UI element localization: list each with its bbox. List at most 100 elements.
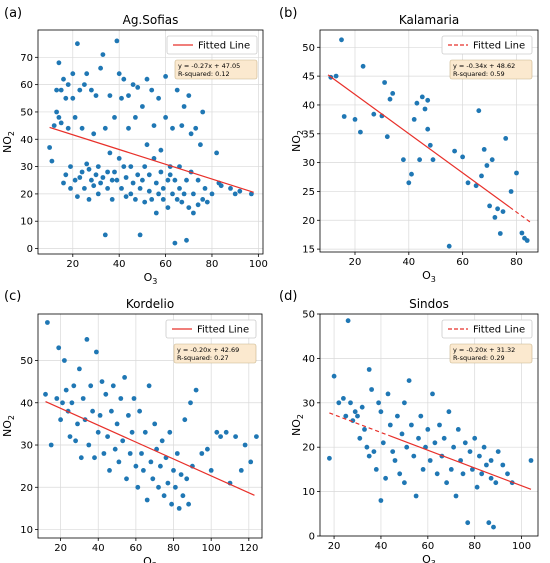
fitted-line-segment (327, 74, 511, 208)
data-point (125, 413, 131, 418)
data-point (54, 87, 59, 93)
data-point (214, 150, 220, 156)
data-point (54, 109, 59, 115)
x-axis: 20 40 60 80 100 (328, 536, 531, 552)
panel-label: (a) (4, 6, 22, 21)
data-point (383, 475, 388, 481)
data-point (360, 63, 366, 69)
y-tick-label: 35 (302, 129, 315, 140)
x-tick-label: 60 (130, 543, 143, 554)
data-point (345, 318, 351, 324)
data-point (139, 451, 144, 456)
data-point (333, 73, 339, 79)
data-point (409, 171, 414, 177)
x-axis-label: O3 (143, 555, 157, 563)
data-point (54, 396, 60, 401)
data-point (118, 396, 124, 401)
y-tick-label: 0 (27, 244, 33, 255)
data-point (358, 129, 363, 135)
data-point (77, 175, 83, 180)
data-point (148, 459, 154, 465)
data-point (84, 337, 90, 342)
data-point (56, 345, 62, 351)
data-point (178, 472, 184, 477)
data-point (497, 231, 503, 236)
data-point (105, 186, 110, 191)
y-tick-label: 50 (20, 107, 33, 118)
fitted-line (45, 400, 255, 496)
x-tick-label: 40 (375, 541, 388, 552)
data-point (355, 413, 360, 419)
x-axis-label-sub: 3 (152, 277, 157, 286)
data-point (352, 409, 358, 415)
x-tick-label: 20 (349, 257, 362, 268)
data-point (174, 451, 180, 456)
data-point (382, 80, 387, 85)
legend: Fitted Line (166, 35, 258, 55)
data-point (133, 197, 138, 202)
data-point (441, 435, 447, 441)
data-point (82, 82, 87, 87)
data-point (376, 400, 381, 406)
data-point (48, 442, 54, 448)
data-point (99, 379, 105, 384)
data-point (45, 320, 50, 325)
data-point (174, 197, 180, 202)
data-point (484, 163, 490, 168)
data-point (460, 471, 466, 477)
data-point (135, 172, 141, 178)
data-point (47, 145, 52, 150)
y-tick-label: 50 (20, 356, 33, 367)
y-tick-label: 0 (309, 532, 315, 543)
data-point (128, 191, 134, 197)
data-point (165, 205, 171, 211)
data-point (61, 180, 66, 186)
data-point (195, 202, 201, 208)
data-point (146, 172, 152, 178)
data-point (238, 468, 244, 473)
y-tick-label: 50 (302, 43, 315, 54)
fit-stats: y = -0.27x + 47.05R-squared: 0.12 (174, 59, 258, 80)
fit-stats-box (449, 343, 533, 364)
y-axis-label-sub: 2 (7, 131, 16, 136)
data-point (68, 164, 73, 170)
y-axis-label: NO2 (290, 130, 305, 152)
data-point (208, 468, 214, 473)
x-axis: 20 40 60 80 100 (66, 254, 268, 270)
data-point (414, 100, 420, 106)
fitted-line-segment (45, 400, 255, 496)
data-point (86, 197, 92, 202)
data-point (180, 493, 186, 499)
data-point (161, 493, 167, 499)
data-point (193, 125, 199, 131)
data-point (484, 462, 489, 468)
data-point (158, 169, 164, 175)
data-point (420, 467, 426, 472)
data-point (167, 172, 173, 178)
fitted-line-segment (49, 126, 254, 193)
data-point (100, 52, 106, 57)
data-point (390, 91, 396, 96)
fit-equation: y = -0.20x + 42.69 (177, 346, 239, 354)
x-tick-label: 80 (206, 259, 219, 270)
scatter-points (43, 320, 259, 511)
data-point (109, 197, 115, 202)
data-point (237, 188, 243, 194)
data-point (146, 383, 152, 389)
data-point (422, 106, 428, 112)
y-tick-label: 50 (302, 310, 315, 321)
data-point (63, 172, 69, 178)
data-point (86, 166, 92, 172)
data-point (218, 183, 224, 189)
data-point (462, 440, 468, 446)
data-point (495, 206, 500, 212)
legend-box (441, 35, 533, 55)
chart-title: Ag.Sofias (123, 13, 179, 27)
data-point (73, 438, 78, 444)
fit-stats: y = -0.20x + 42.69R-squared: 0.27 (173, 343, 257, 364)
data-point (68, 186, 73, 191)
data-point (182, 417, 188, 423)
data-point (489, 157, 495, 163)
data-point (137, 186, 143, 191)
data-point (92, 455, 97, 461)
